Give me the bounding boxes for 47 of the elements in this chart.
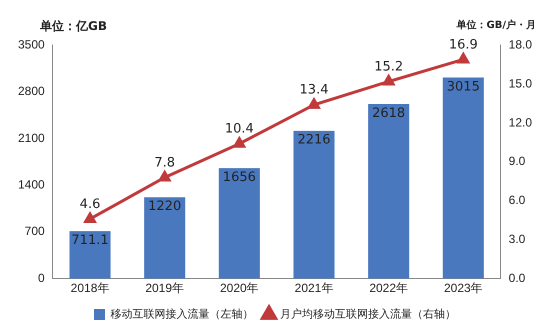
- data-label: 10.4: [224, 122, 254, 137]
- point: [457, 52, 470, 64]
- x-tick-label: 2018年: [70, 281, 110, 296]
- x-tick-label: 2020年: [220, 281, 259, 296]
- y-tick-label: 0: [38, 270, 46, 285]
- x-tick-label: 2023年: [444, 281, 483, 296]
- x-tick-label: 2022年: [369, 281, 408, 296]
- data-label: 1220: [148, 199, 182, 214]
- data-label: 15.2: [374, 59, 404, 74]
- y2-tick-label: 3.0: [508, 232, 526, 246]
- data-label: 4.6: [80, 196, 100, 212]
- y2-tick-label: 12.0: [508, 115, 532, 130]
- y-tick-label: 1400: [18, 178, 46, 192]
- legend-label: 移动互联网接入流量（左轴）: [110, 308, 254, 321]
- data-label: 13.4: [300, 82, 328, 98]
- data-label: 711.1: [71, 233, 109, 248]
- y-tick-label: 3500: [18, 38, 46, 52]
- y-tick-label: 2100: [18, 130, 46, 145]
- y2-tick-label: 9.0: [508, 154, 526, 168]
- y2-tick-label: 18.0: [508, 38, 532, 52]
- point: [158, 170, 171, 182]
- x-tick-label: 2021年: [294, 281, 334, 296]
- bar: [144, 197, 186, 279]
- point: [84, 212, 96, 223]
- y2-tick-label: 6.0: [508, 193, 526, 208]
- data-label: 2618: [372, 106, 406, 121]
- y2-tick-label: 15.0: [508, 76, 532, 90]
- y2-tick-label: 0.0: [508, 270, 526, 285]
- bar: [218, 168, 260, 279]
- point: [308, 98, 320, 109]
- y2-axis-title: 单位：GB/户・月: [456, 18, 536, 32]
- bar: [293, 130, 335, 279]
- data-label: 2216: [297, 132, 331, 148]
- data-label: 3015: [446, 79, 480, 94]
- bar: [368, 104, 410, 279]
- bar: [69, 231, 111, 279]
- data-label: 16.9: [448, 37, 478, 52]
- point: [234, 137, 246, 148]
- x-tick-label: 2019年: [145, 281, 184, 296]
- y-axis-title: 单位：亿GB: [40, 18, 107, 35]
- point: [382, 75, 394, 86]
- y-tick-label: 700: [24, 224, 46, 238]
- y-tick-label: 2800: [18, 84, 46, 98]
- bar: [442, 78, 484, 279]
- data-label: 7.8: [154, 155, 176, 170]
- legend-label: 月户均移动互联网接入流量（右轴）: [280, 308, 456, 321]
- data-label: 1656: [222, 170, 256, 186]
